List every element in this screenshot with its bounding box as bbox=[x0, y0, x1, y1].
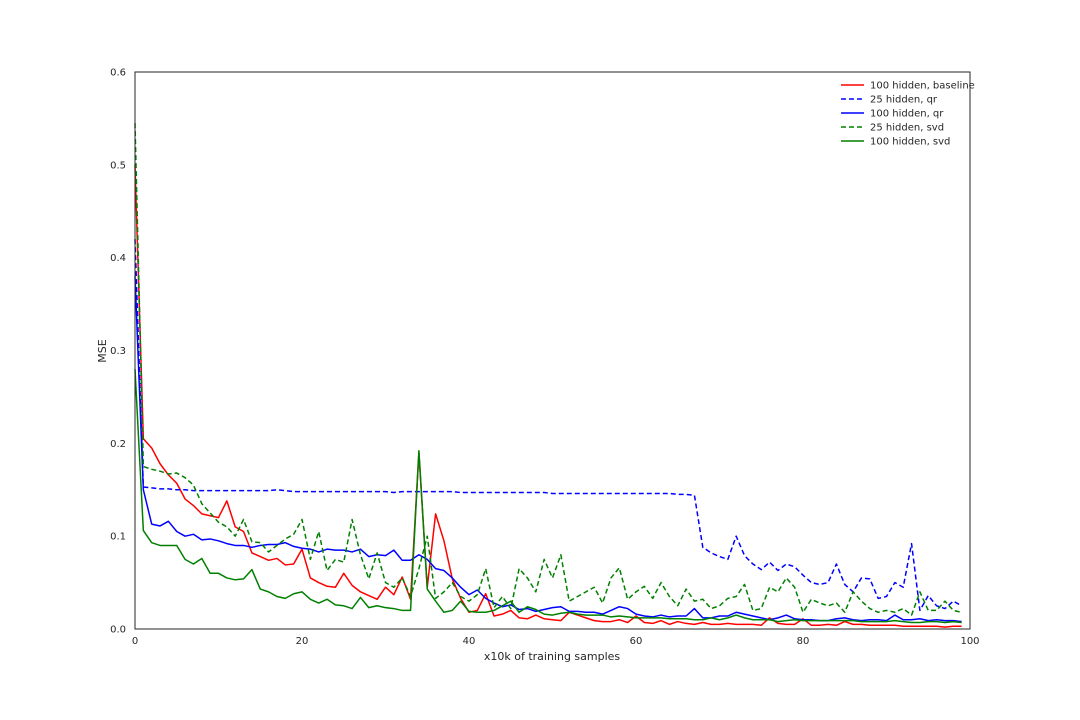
series-line-100-hidden-svd bbox=[134, 369, 962, 624]
legend-label: 25 hidden, svd bbox=[870, 123, 944, 134]
x-axis-title: x10k of training samples bbox=[484, 650, 621, 663]
series-line-25-hidden-qr bbox=[134, 239, 963, 612]
legend-label: 100 hidden, svd bbox=[870, 137, 950, 148]
x-axis-ticks: 0 20 40 60 80 100 bbox=[132, 636, 980, 647]
y-axis-ticks: 0.0 0.1 0.2 0.3 0.4 0.5 0.6 bbox=[110, 68, 126, 636]
y-tick-label: 0.3 bbox=[110, 346, 126, 357]
y-tick-label: 0.1 bbox=[110, 532, 126, 543]
plot-frame bbox=[134, 71, 971, 630]
series-layer bbox=[134, 123, 963, 628]
y-axis-title: MSE bbox=[96, 339, 109, 362]
x-tick-label: 0 bbox=[132, 636, 138, 647]
y-tick-label: 0.5 bbox=[110, 160, 126, 171]
legend-label: 100 hidden, baseline bbox=[870, 81, 975, 92]
x-tick-label: 60 bbox=[630, 636, 643, 647]
x-tick-label: 80 bbox=[797, 636, 810, 647]
plot-background bbox=[135, 72, 970, 629]
y-tick-label: 0.0 bbox=[110, 625, 126, 636]
legend: 100 hidden, baseline 25 hidden, qr 100 hid… bbox=[841, 81, 975, 148]
series-line-25-hidden-svd bbox=[134, 123, 962, 616]
series-line-100-hidden-baseline bbox=[134, 164, 962, 628]
y-tick-label: 0.4 bbox=[110, 253, 126, 264]
legend-label: 100 hidden, qr bbox=[870, 109, 944, 120]
legend-label: 25 hidden, qr bbox=[870, 95, 938, 106]
y-tick-label: 0.6 bbox=[110, 68, 126, 79]
y-tick-label: 0.2 bbox=[110, 439, 126, 450]
x-tick-label: 100 bbox=[960, 636, 979, 647]
x-tick-label: 40 bbox=[463, 636, 476, 647]
x-tick-label: 20 bbox=[296, 636, 309, 647]
